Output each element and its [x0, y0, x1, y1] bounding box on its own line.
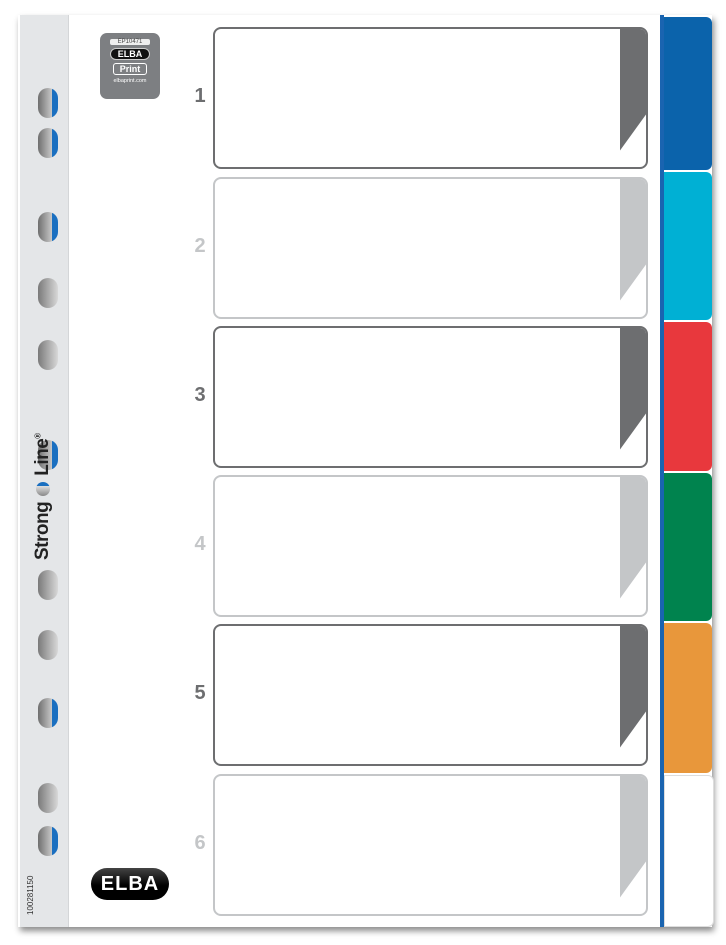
punch-hole [38, 698, 58, 728]
registered-mark: ® [33, 433, 43, 439]
punch-hole [38, 783, 58, 813]
label-tab [620, 328, 646, 450]
color-tab-6[interactable] [664, 775, 714, 927]
label-tab [620, 776, 646, 898]
label-tab [620, 477, 646, 599]
badge-code: EP10471 [110, 39, 150, 45]
color-tab-4[interactable] [664, 473, 712, 621]
hole-dot-icon [35, 481, 50, 496]
divider-number: 4 [194, 533, 206, 555]
punch-hole [38, 826, 58, 856]
punch-hole [38, 570, 58, 600]
label-tab [620, 626, 646, 748]
color-tab-2[interactable] [664, 172, 712, 320]
elba-print-badge: EP10471 ELBA Print elbaprint.com [100, 33, 160, 99]
punch-hole [38, 212, 58, 242]
color-tab-3[interactable] [664, 322, 712, 471]
label-field-4[interactable] [213, 475, 648, 617]
label-field-3[interactable] [213, 326, 648, 468]
punch-hole [38, 88, 58, 118]
brand-word-line: Line [32, 438, 53, 476]
strong-line-brand: Strong Line® [32, 433, 54, 560]
article-code: 100281150 [26, 875, 35, 915]
color-tab-5[interactable] [664, 623, 712, 773]
divider-number: 3 [194, 384, 206, 406]
color-tab-1[interactable] [664, 17, 712, 170]
badge-print: Print [113, 63, 147, 75]
divider-number: 1 [194, 85, 206, 107]
label-field-2[interactable] [213, 177, 648, 319]
punch-hole [38, 630, 58, 660]
punch-hole [38, 440, 58, 470]
punched-spine [20, 15, 69, 927]
punch-hole [38, 128, 58, 158]
elba-logo: ELBA [91, 868, 169, 900]
label-field-5[interactable] [213, 624, 648, 766]
divider-number: 5 [194, 682, 206, 704]
tab-edge [660, 15, 664, 927]
label-field-1[interactable] [213, 27, 648, 169]
brand-word-strong: Strong [32, 501, 53, 560]
divider-number: 2 [194, 235, 206, 257]
badge-brand: ELBA [110, 48, 150, 60]
label-field-6[interactable] [213, 774, 648, 916]
punch-hole [38, 278, 58, 308]
label-tab [620, 29, 646, 151]
label-tab [620, 179, 646, 301]
divider-number: 6 [194, 832, 206, 854]
badge-url: elbaprint.com [113, 78, 147, 84]
punch-hole [38, 340, 58, 370]
